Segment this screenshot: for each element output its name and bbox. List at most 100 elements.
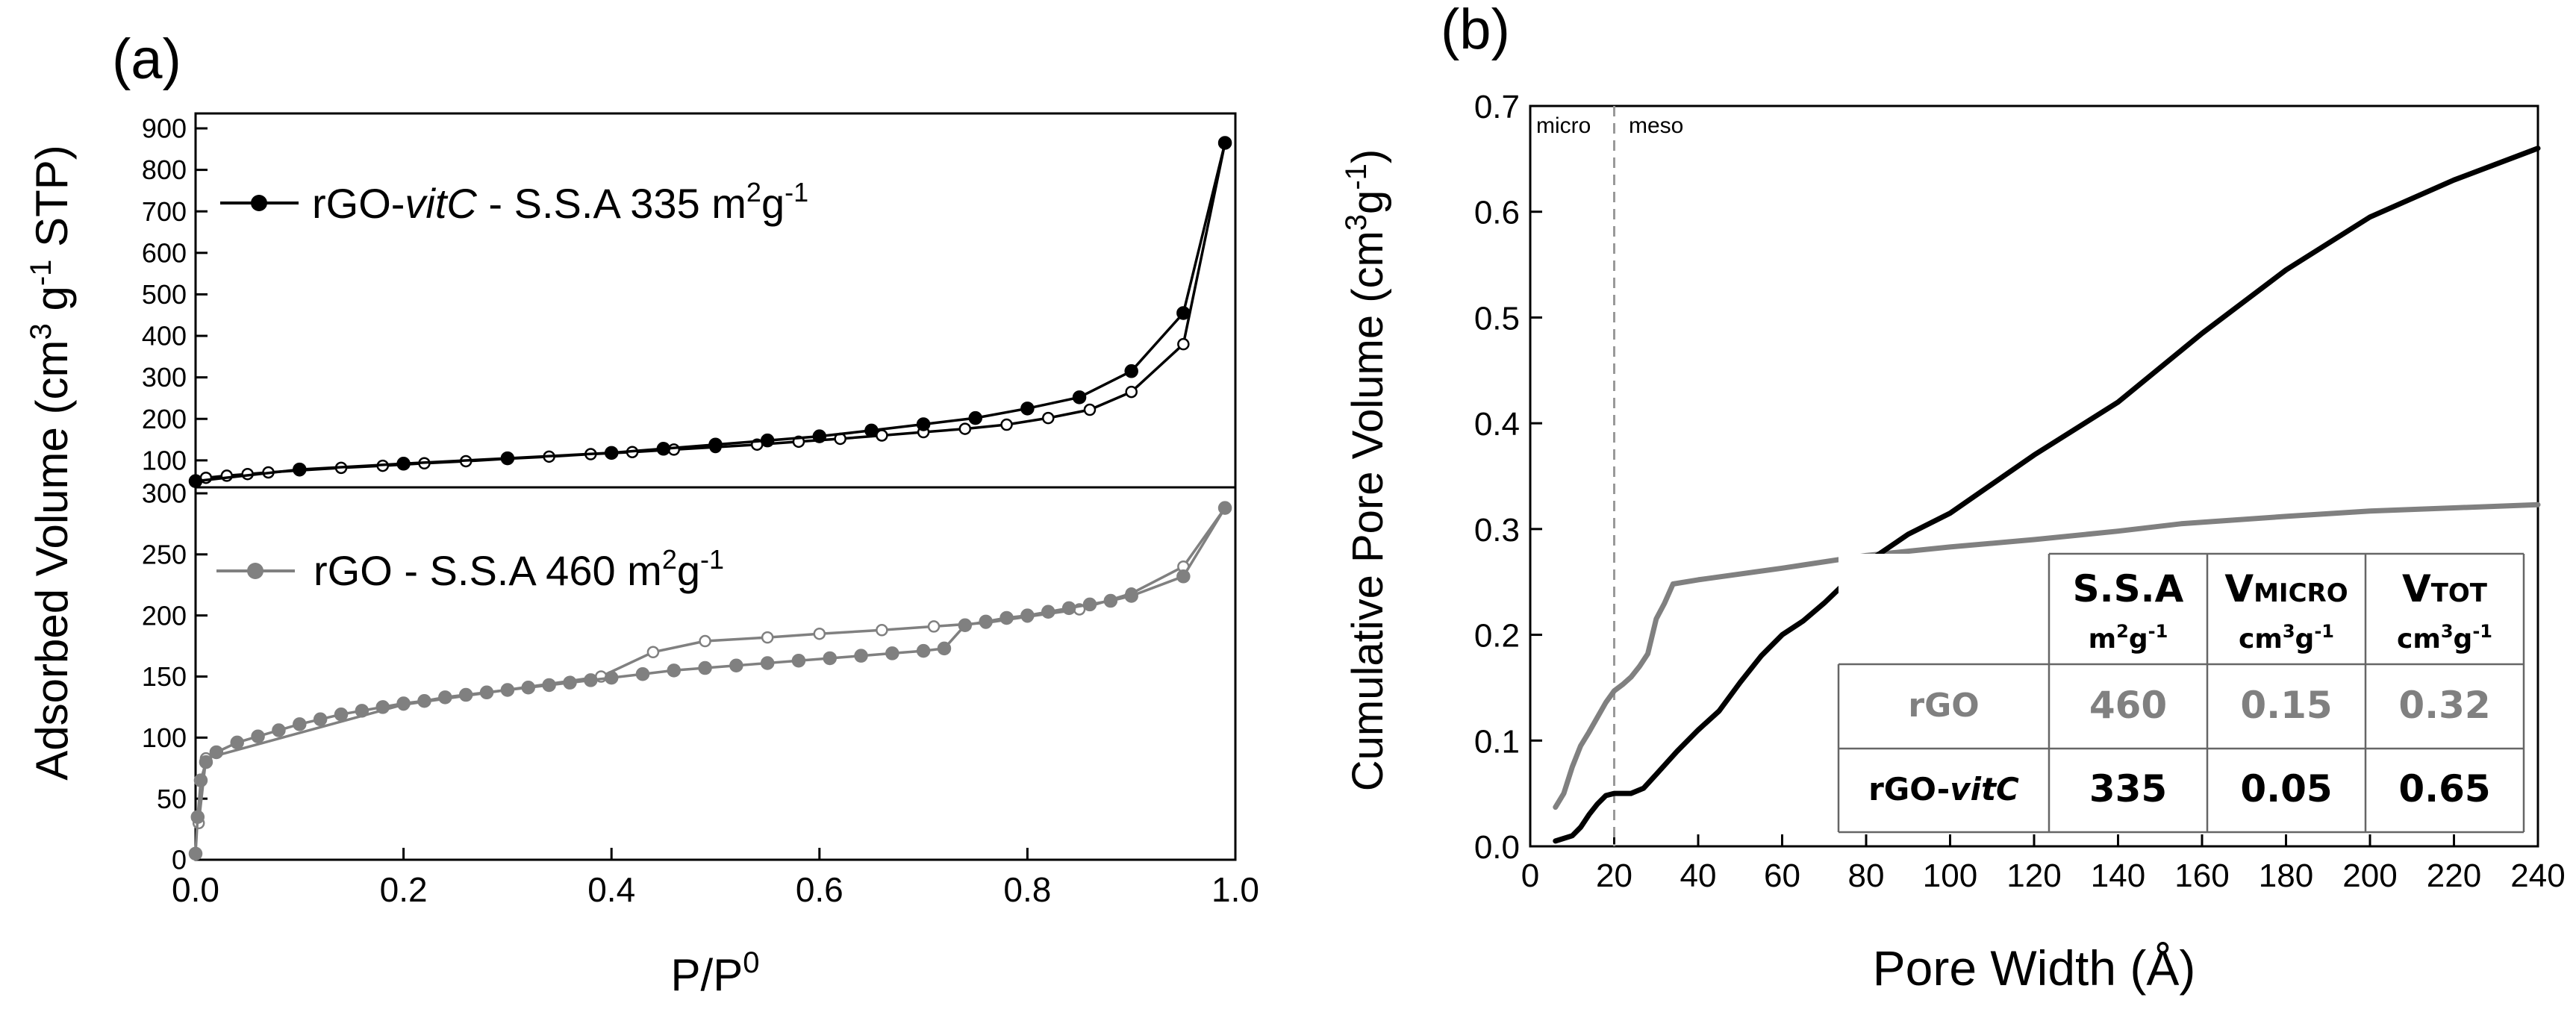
rgo-adsorption-point-35 bbox=[958, 618, 973, 633]
a-xtick-label-2: 0.4 bbox=[587, 870, 635, 909]
rgo-adsorption-point-13 bbox=[396, 696, 411, 710]
rgo-adsorption-point-27 bbox=[729, 658, 743, 673]
table-row-rgo-vitc-label: rGO-vitC bbox=[1868, 771, 2019, 808]
b-xtick-label-6: 120 bbox=[2006, 858, 2061, 894]
legend-marker-rgo-vitc bbox=[251, 195, 267, 211]
table-cell-rgo-vitc-vtot: 0.65 bbox=[2398, 767, 2490, 810]
rgo-desorption-point-7 bbox=[813, 627, 826, 640]
b-xtick-label-12: 240 bbox=[2510, 858, 2565, 894]
a-xtick-label-5: 1.0 bbox=[1211, 870, 1259, 909]
b-xtick-label-5: 100 bbox=[1923, 858, 1977, 894]
b-xtick-label-10: 200 bbox=[2342, 858, 2397, 894]
rgo-vitc-adsorption-point-0 bbox=[188, 474, 203, 488]
rgo-adsorption-point-6 bbox=[251, 729, 265, 743]
a-top-ytick-label-7: 800 bbox=[142, 154, 187, 185]
panel-a-top-legend: rGO-vitC - S.S.A 335 m2g-1 bbox=[220, 177, 808, 227]
rgo-desorption-point-5 bbox=[699, 634, 711, 648]
rgo-adsorption-point-21 bbox=[563, 675, 577, 690]
legend-marker-rgo bbox=[247, 563, 263, 579]
a-bottom-ytick-label-1: 50 bbox=[157, 784, 187, 814]
micro-label: micro bbox=[1536, 113, 1591, 138]
rgo-adsorption-line bbox=[194, 507, 1226, 854]
table-unit-vtot: cm3g-1 bbox=[2397, 621, 2492, 655]
rgo-adsorption-point-0 bbox=[188, 846, 203, 861]
rgo-vitc-adsorption-point-11 bbox=[968, 410, 982, 425]
rgo-adsorption-point-14 bbox=[417, 693, 431, 708]
rgo-vitc-adsorption-point-8 bbox=[812, 429, 827, 443]
b-xtick-label-8: 160 bbox=[2174, 858, 2229, 894]
panel-b-y-ticks: 0.0 0.1 0.2 0.3 0.4 0.5 0.6 0.7 bbox=[1474, 89, 1542, 866]
panel-a-top-series bbox=[188, 136, 1232, 488]
rgo-pore-volume-line bbox=[1553, 502, 2541, 810]
a-top-ytick-label-6: 700 bbox=[142, 196, 187, 227]
rgo-adsorption-point-36 bbox=[979, 614, 993, 629]
rgo-desorption-point-6 bbox=[761, 631, 774, 644]
rgo-vitc-desorption-point-23 bbox=[1083, 403, 1097, 416]
rgo-adsorption-point-8 bbox=[293, 717, 307, 731]
panel-b-series bbox=[1553, 146, 2541, 844]
rgo-vitc-adsorption-point-13 bbox=[1072, 390, 1087, 405]
rgo-adsorption-point-31 bbox=[854, 649, 868, 663]
a-top-ytick-label-0: 100 bbox=[142, 445, 187, 475]
panel-b-x-axis-label: Pore Width (Å) bbox=[1873, 940, 2196, 996]
table-background bbox=[1839, 554, 2524, 832]
meso-label: meso bbox=[1629, 113, 1683, 138]
table-grid bbox=[1837, 552, 2525, 834]
table-row-rgo-label: rGO bbox=[1908, 687, 1979, 725]
b-xtick-label-9: 180 bbox=[2259, 858, 2313, 894]
rgo-adsorption-point-25 bbox=[667, 663, 682, 678]
rgo-vitc-desorption-point-20 bbox=[958, 422, 972, 435]
rgo-adsorption-point-4 bbox=[209, 745, 224, 760]
b-ytick-label-0: 0.0 bbox=[1474, 829, 1520, 866]
rgo-adsorption-point-23 bbox=[604, 670, 619, 685]
rgo-adsorption-point-5 bbox=[230, 735, 244, 750]
a-xtick-label-0: 0.0 bbox=[172, 870, 219, 909]
panel-a-top-y-ticks: 100 200 300 400 500 600 700 800 900 bbox=[142, 113, 208, 475]
rgo-adsorption-point-40 bbox=[1061, 601, 1076, 616]
rgo-adsorption-point-32 bbox=[885, 646, 899, 660]
rgo-adsorption-point-15 bbox=[438, 690, 452, 705]
panel-a-bottom-series bbox=[188, 501, 1232, 861]
rgo-vitc-desorption-point-25 bbox=[1177, 337, 1190, 351]
panel-a: (a) Adsorbed Volume (cm3 g-1 STP) 100 200… bbox=[25, 28, 1259, 1000]
table-header-ssa: S.S.A bbox=[2073, 567, 2184, 610]
legend-label-rgo: rGO - S.S.A 460 m2g-1 bbox=[314, 544, 724, 594]
a-top-ytick-label-5: 600 bbox=[142, 237, 187, 268]
rgo-vitc-adsorption-point-16 bbox=[1217, 136, 1232, 150]
rgo-vitc-adsorption-point-6 bbox=[708, 437, 723, 452]
a-top-ytick-label-1: 200 bbox=[142, 404, 187, 434]
rgo-adsorption-point-17 bbox=[479, 685, 494, 700]
rgo-vitc-adsorption-point-1 bbox=[293, 462, 307, 477]
rgo-desorption-point-9 bbox=[927, 620, 941, 633]
rgo-vitc-adsorption-point-15 bbox=[1176, 306, 1191, 320]
rgo-adsorption-point-10 bbox=[334, 707, 349, 722]
panel-a-x-ticks: 0.0 0.2 0.4 0.6 0.8 1.0 bbox=[172, 848, 1259, 909]
b-xtick-label-2: 40 bbox=[1680, 858, 1717, 894]
a-top-ytick-label-8: 900 bbox=[142, 113, 187, 144]
b-ytick-label-2: 0.2 bbox=[1474, 618, 1520, 655]
b-xtick-label-1: 20 bbox=[1596, 858, 1632, 894]
a-bottom-ytick-label-6: 300 bbox=[142, 478, 187, 509]
b-ytick-label-4: 0.4 bbox=[1474, 406, 1520, 443]
rgo-vitc-adsorption-point-5 bbox=[656, 442, 671, 456]
panel-a-bottom-legend: rGO - S.S.A 460 m2g-1 bbox=[216, 544, 724, 594]
rgo-adsorption-point-45 bbox=[1217, 501, 1232, 515]
b-ytick-label-5: 0.5 bbox=[1474, 300, 1520, 337]
rgo-vitc-desorption-point-21 bbox=[1000, 418, 1013, 431]
panel-label-b: (b) bbox=[1441, 0, 1510, 61]
rgo-adsorption-point-11 bbox=[355, 704, 369, 718]
b-ytick-label-7: 0.7 bbox=[1474, 89, 1520, 125]
rgo-adsorption-point-16 bbox=[458, 687, 473, 702]
legend-label-rgo-vitc: rGO-vitC - S.S.A 335 m2g-1 bbox=[312, 177, 808, 227]
rgo-desorption-point-4 bbox=[646, 646, 660, 659]
rgo-vitc-adsorption-point-10 bbox=[916, 417, 931, 431]
rgo-vitc-desorption-point-24 bbox=[1125, 385, 1138, 399]
a-top-ytick-label-3: 400 bbox=[142, 321, 187, 352]
rgo-adsorption-point-22 bbox=[584, 673, 598, 687]
a-bottom-ytick-label-0: 0 bbox=[172, 845, 187, 875]
rgo-adsorption-point-3 bbox=[199, 755, 213, 769]
a-xtick-label-3: 0.6 bbox=[796, 870, 843, 909]
rgo-vitc-desorption-point-22 bbox=[1042, 411, 1055, 425]
rgo-adsorption-point-26 bbox=[698, 660, 712, 675]
rgo-adsorption-point-9 bbox=[313, 712, 328, 727]
